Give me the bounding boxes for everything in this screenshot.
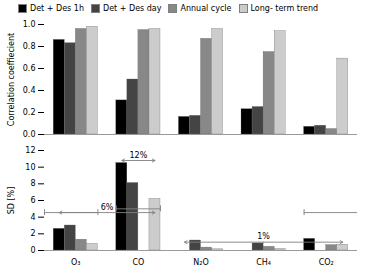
svg-text:N₂O: N₂O [193,258,209,267]
svg-text:CH₄: CH₄ [256,258,271,267]
svg-text:O₃: O₃ [71,258,81,267]
svg-text:CO: CO [132,258,144,267]
svg-text:SD [%]: SD [%] [7,187,16,215]
svg-text:12: 12 [25,146,35,155]
svg-text:0.6: 0.6 [23,64,36,73]
html-text:Annual cycle: Annual cycle [180,3,232,13]
html-text:Long- term trend: Long- term trend [250,3,319,13]
svg-text:1.0: 1.0 [23,20,36,29]
svg-text:0.2: 0.2 [23,108,36,117]
svg-text:4: 4 [30,213,35,222]
svg-text:12%: 12% [130,151,148,160]
svg-text:2: 2 [30,229,35,238]
svg-text:6: 6 [30,196,35,205]
svg-text:1%: 1% [257,232,270,241]
svg-text:0.4: 0.4 [23,86,36,95]
html-text:Det + Des 1h: Det + Des 1h [30,3,84,13]
html-text:Det + Des day: Det + Des day [103,3,162,13]
svg-text:0.0: 0.0 [23,130,36,138]
svg-text:8: 8 [30,179,35,188]
svg-text:Correlation coeffiecient: Correlation coeffiecient [7,33,16,126]
svg-text:0: 0 [30,246,35,255]
svg-text:6%: 6% [101,203,114,212]
svg-text:CO₂: CO₂ [319,258,334,267]
svg-text:0.8: 0.8 [23,42,36,51]
svg-text:10: 10 [25,163,35,172]
